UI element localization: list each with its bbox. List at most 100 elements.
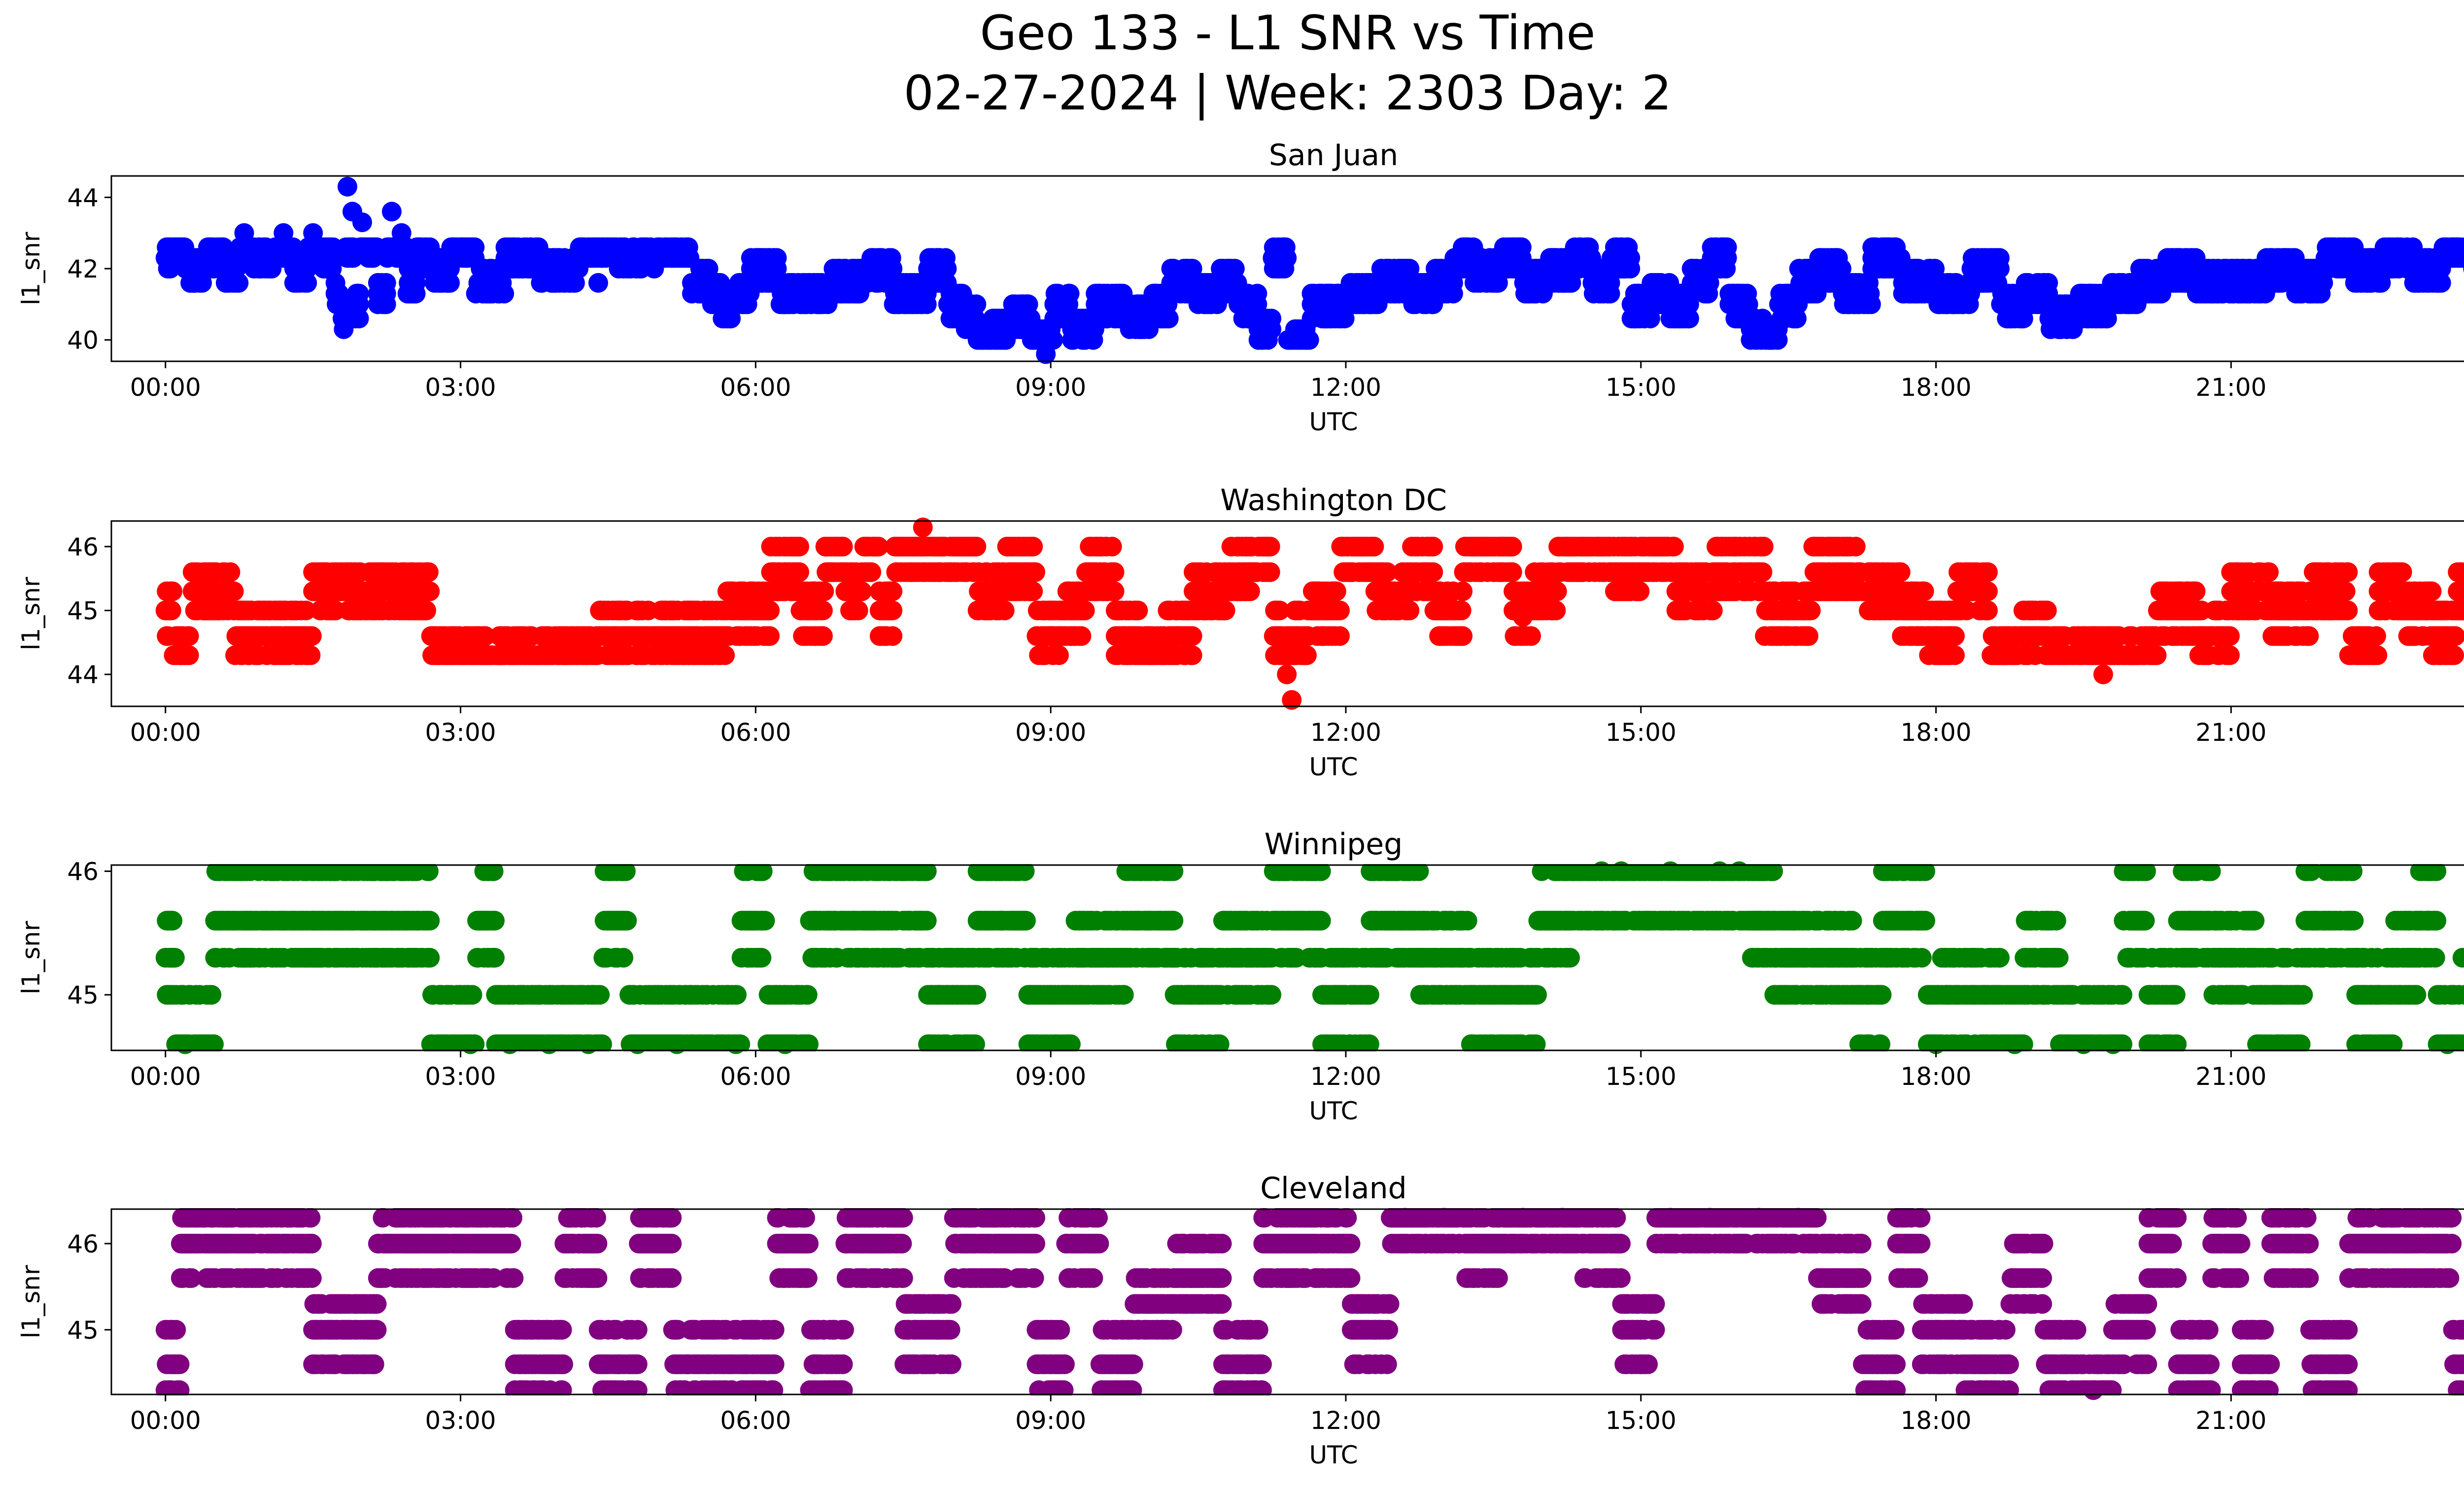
marker	[418, 562, 439, 582]
marker	[1104, 562, 1125, 582]
data-point-24	[450, 237, 471, 257]
data-point-28	[588, 237, 608, 257]
data-point-46	[1011, 309, 1031, 329]
marker	[296, 600, 316, 621]
marker	[1453, 626, 1473, 646]
marker	[994, 600, 1015, 621]
x-tick-label: 06:00	[720, 373, 791, 402]
marker	[1215, 600, 1235, 621]
data-point-12	[333, 309, 353, 329]
marker	[1159, 309, 1179, 329]
data-point-21	[401, 273, 421, 293]
data-point-84	[1818, 259, 1838, 278]
series-points	[155, 176, 2464, 364]
marker	[1330, 600, 1350, 621]
marker	[1260, 562, 1280, 582]
data-point-51	[1099, 294, 1120, 314]
data-point-31	[667, 237, 687, 257]
data-point-53	[1149, 294, 1169, 314]
marker	[1102, 536, 1122, 556]
data-point-78	[1710, 248, 1730, 268]
marker	[1400, 600, 1420, 621]
data-point-60	[1287, 330, 1307, 350]
data-point-76	[1670, 294, 1690, 314]
x-axis-label: UTC	[1309, 408, 1358, 436]
marker	[1182, 645, 1202, 665]
data-point-23	[431, 259, 451, 278]
marker	[1679, 309, 1699, 329]
x-tick-label: 12:00	[1310, 373, 1381, 402]
data-point-55	[1198, 283, 1218, 304]
x-tick-label: 15:00	[1606, 373, 1677, 402]
marker	[301, 645, 321, 665]
data-point-48	[1036, 344, 1056, 364]
marker	[1297, 645, 1317, 665]
data-point-79	[1729, 294, 1749, 314]
data-point-6	[254, 248, 274, 268]
marker	[813, 626, 833, 646]
data-point-99	[2270, 259, 2291, 278]
marker	[883, 581, 903, 601]
marker	[1049, 645, 1069, 665]
data-point-63	[1385, 273, 1405, 293]
data-point-50	[1070, 319, 1090, 339]
marker	[1326, 581, 1346, 601]
data-point-4	[224, 259, 244, 278]
data-point-22	[411, 248, 431, 268]
marker	[1269, 600, 1290, 621]
data-point-66	[1454, 248, 1474, 268]
data-point-70	[1552, 259, 1573, 278]
marker	[163, 581, 183, 601]
marker	[1377, 562, 1397, 582]
marker	[420, 581, 440, 601]
data-point-49	[1051, 294, 1071, 314]
subplot-title: San Juan	[1269, 138, 1398, 173]
data-point-11	[328, 283, 348, 304]
data-point-59	[1267, 248, 1287, 268]
marker	[848, 600, 868, 621]
data-point-56	[1218, 273, 1238, 293]
y-tick-label: 40	[67, 326, 99, 355]
data-point-69	[1523, 273, 1543, 293]
data-point-27	[549, 259, 569, 278]
data-point-68	[1503, 248, 1523, 268]
marker	[1989, 248, 2010, 268]
marker	[767, 248, 787, 268]
data-point-29	[588, 273, 608, 293]
x-tick-label: 18:00	[1900, 373, 1971, 402]
marker	[1451, 600, 1472, 621]
data-point-9	[303, 223, 323, 243]
data-point-26	[510, 248, 530, 268]
data-point-103	[2388, 248, 2408, 268]
data-point-88	[1946, 283, 1966, 304]
marker	[966, 536, 987, 556]
marker	[2038, 273, 2058, 293]
marker	[2431, 273, 2451, 293]
data-point-45	[992, 319, 1012, 339]
marker	[1453, 581, 1473, 601]
data-point-94	[2113, 283, 2133, 304]
marker	[789, 536, 809, 556]
marker	[917, 294, 937, 314]
y-axis-label: l1_snr	[17, 232, 45, 305]
data-point-92	[2054, 309, 2074, 329]
marker	[1423, 536, 1443, 556]
marker	[475, 626, 495, 646]
data-point-71	[1572, 248, 1592, 268]
data-point-97	[2201, 273, 2222, 293]
data-point-102	[2359, 259, 2379, 278]
figure-title-line1: Geo 133 - L1 SNR vs Time	[980, 5, 1596, 61]
y-tick-label: 44	[67, 183, 99, 212]
marker	[1026, 562, 1045, 582]
data-point-40	[903, 283, 923, 304]
data-point-15	[347, 294, 367, 314]
data-point-67	[1473, 259, 1494, 278]
data-point-35	[736, 283, 756, 304]
x-tick-label: 00:00	[130, 373, 201, 402]
data-point-7	[274, 223, 294, 243]
data-point-81	[1759, 330, 1779, 350]
data-point-105	[2447, 237, 2464, 257]
data-point-90	[2005, 294, 2025, 314]
